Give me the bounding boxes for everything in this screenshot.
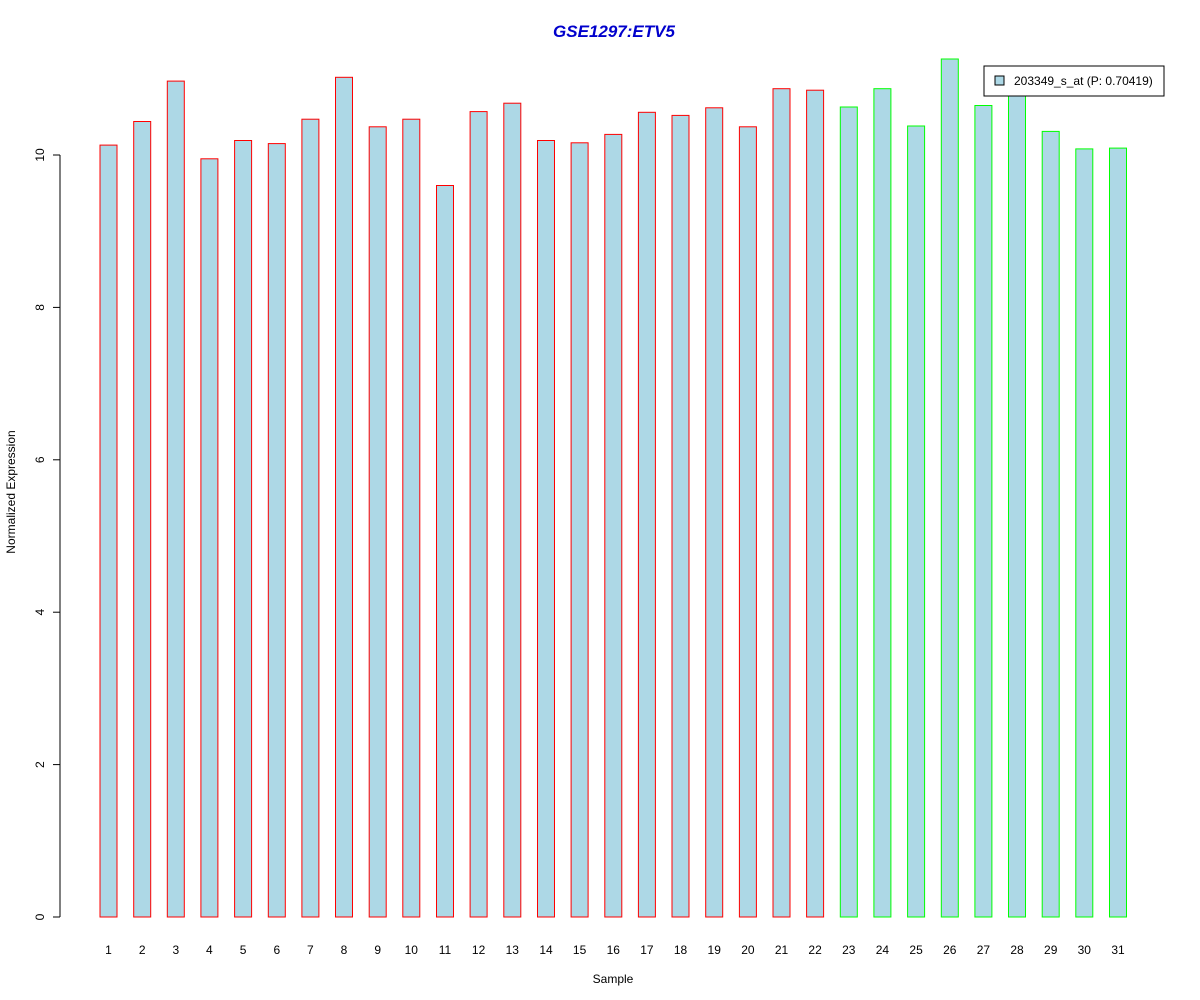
x-tick-label: 21 <box>775 943 789 957</box>
bar <box>469 111 488 918</box>
bar <box>267 143 286 918</box>
x-tick-label: 30 <box>1078 943 1092 957</box>
bar <box>907 125 926 918</box>
x-tick-label: 18 <box>674 943 688 957</box>
bar <box>570 142 589 918</box>
bar <box>200 158 219 918</box>
legend: 203349_s_at (P: 0.70419) <box>983 65 1165 97</box>
chart-title: GSE1297:ETV5 <box>553 22 675 41</box>
bar <box>839 106 858 918</box>
x-tick-label: 25 <box>909 943 923 957</box>
bar <box>133 121 152 918</box>
x-tick-label: 7 <box>307 943 314 957</box>
x-tick-label: 8 <box>341 943 348 957</box>
x-tick-label: 20 <box>741 943 755 957</box>
bar <box>402 118 421 918</box>
y-tick-label: 10 <box>33 148 47 162</box>
bar <box>335 76 353 918</box>
bar <box>1109 147 1127 918</box>
bar <box>1075 148 1094 918</box>
x-tick-label: 22 <box>808 943 822 957</box>
x-tick-label: 11 <box>439 943 452 957</box>
x-tick-label: 19 <box>708 943 722 957</box>
bar <box>368 126 387 918</box>
bars <box>99 58 1127 918</box>
bar <box>1008 87 1026 918</box>
x-tick-label: 27 <box>977 943 991 957</box>
y-tick-label: 4 <box>33 609 47 616</box>
bar <box>166 80 185 918</box>
legend-label: 203349_s_at (P: 0.70419) <box>1014 74 1153 88</box>
x-tick-label: 31 <box>1111 943 1125 957</box>
bar <box>604 133 623 918</box>
x-tick-label: 17 <box>640 943 654 957</box>
bar <box>806 89 825 918</box>
bar <box>637 111 656 918</box>
x-tick-label: 24 <box>876 943 890 957</box>
bar <box>940 58 959 918</box>
x-tick-label: 3 <box>172 943 179 957</box>
bar <box>1041 130 1060 918</box>
y-tick-label: 8 <box>33 304 47 311</box>
bar <box>234 140 253 918</box>
x-tick-label: 5 <box>240 943 247 957</box>
bar <box>671 114 690 918</box>
bar <box>301 118 320 918</box>
y-ticks: 0 2 4 6 8 10 <box>33 148 60 920</box>
x-tick-label: 4 <box>206 943 213 957</box>
x-tick-label: 9 <box>374 943 381 957</box>
x-tick-label: 2 <box>139 943 146 957</box>
legend-box <box>983 65 1165 97</box>
x-tick-label: 16 <box>607 943 621 957</box>
y-tick-label: 2 <box>33 761 47 768</box>
y-axis: 0 2 4 6 8 10 <box>33 148 61 920</box>
bar <box>772 88 791 918</box>
y-tick-label: 6 <box>33 456 47 463</box>
bar <box>873 88 892 918</box>
bar <box>99 144 118 918</box>
x-tick-label: 6 <box>273 943 280 957</box>
x-tick-label: 14 <box>539 943 553 957</box>
x-tick-label: 15 <box>573 943 587 957</box>
x-tick-label: 29 <box>1044 943 1058 957</box>
bar <box>436 185 454 918</box>
bar <box>537 140 555 918</box>
x-tick-label: 23 <box>842 943 856 957</box>
x-tick-label: 13 <box>506 943 520 957</box>
x-tick-label: 28 <box>1010 943 1024 957</box>
x-axis-label: Sample <box>593 972 634 986</box>
y-tick-label: 0 <box>33 913 47 920</box>
bar <box>974 105 993 918</box>
legend-swatch <box>994 75 1005 86</box>
x-tick-label: 10 <box>405 943 419 957</box>
x-tick-label: 1 <box>105 943 112 957</box>
bar <box>738 126 757 918</box>
x-tick-label: 12 <box>472 943 486 957</box>
x-tick-labels: 1 2 3 4 5 6 7 8 9 10 11 12 13 14 15 16 17 18 19 20 21 22 23 24 2… <box>105 943 1125 957</box>
bar <box>503 102 522 918</box>
y-axis-label: Normalized Expression <box>4 430 18 553</box>
x-tick-label: 26 <box>943 943 957 957</box>
bar <box>705 107 724 918</box>
